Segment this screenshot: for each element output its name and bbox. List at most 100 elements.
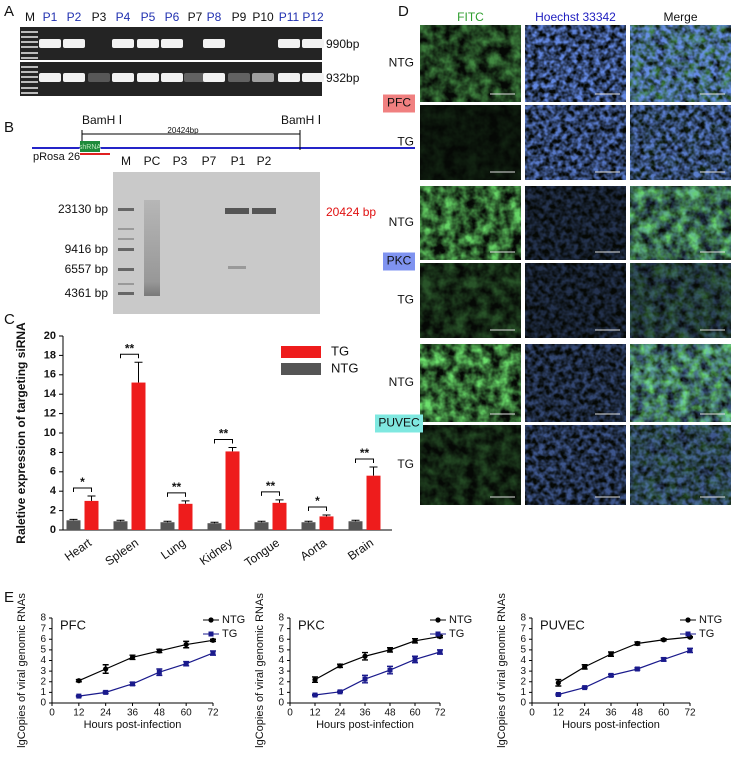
legend-swatch — [281, 346, 321, 358]
row-label: TG — [397, 293, 414, 307]
y-tick-label: 0 — [40, 698, 46, 709]
bar — [131, 382, 146, 530]
y-tick-label: 5 — [278, 645, 284, 656]
marker — [555, 680, 561, 686]
marker — [210, 650, 216, 656]
chart-title: PUVEC — [540, 617, 585, 632]
x-axis-label: Hours post-infection — [84, 719, 182, 731]
band — [39, 39, 61, 48]
hoechst-signal — [525, 25, 626, 102]
marker — [387, 647, 393, 653]
x-tick-label: 48 — [154, 708, 166, 719]
lane-label: P3 — [92, 10, 107, 24]
row-label: NTG — [389, 56, 414, 70]
insert-label: shRNA — [79, 144, 102, 151]
y-tick-label: 2 — [278, 676, 284, 687]
y-tick-label: 1 — [278, 687, 284, 698]
y-axis-label: lgCopies of viral genomic RNAs — [254, 593, 266, 748]
band — [225, 208, 249, 214]
band — [184, 73, 206, 82]
smear — [144, 200, 160, 296]
y-axis-label: lgCopies of viral genomic RNAs — [496, 593, 508, 748]
marker — [412, 638, 418, 644]
hoechst-signal — [525, 186, 626, 260]
lane-label: P2 — [257, 154, 272, 168]
x-tick-label: Brain — [345, 536, 376, 564]
error-bar — [69, 518, 78, 521]
lane-label: P8 — [207, 10, 222, 24]
y-tick-label: 7 — [520, 623, 526, 634]
marker — [156, 648, 162, 654]
x-axis-label: Hours post-infection — [562, 719, 660, 731]
x-tick-label: 12 — [553, 708, 565, 719]
y-tick-label: 14 — [44, 388, 57, 400]
significance-bracket — [355, 458, 374, 463]
y-tick-label: 8 — [520, 613, 526, 624]
x-tick-label: 12 — [309, 708, 321, 719]
lane-label: P1 — [43, 10, 58, 24]
error-bar — [257, 520, 266, 523]
group-box — [383, 252, 415, 271]
bar — [366, 475, 381, 530]
ladder-band — [21, 71, 38, 73]
marker — [183, 661, 189, 667]
marker — [685, 617, 691, 623]
lane-label: P1 — [231, 154, 246, 168]
error-bar — [87, 495, 96, 501]
y-tick-label: 3 — [40, 666, 46, 677]
marker-label: 23130 bp — [58, 202, 108, 216]
hoechst-signal — [630, 344, 731, 422]
site-label: BamH Ⅰ — [82, 113, 122, 127]
y-tick-label: 12 — [44, 408, 56, 420]
marker — [608, 672, 614, 678]
row-label: TG — [397, 135, 414, 149]
bar — [160, 522, 175, 530]
significance-label: ** — [266, 479, 276, 493]
legend-label: TG — [222, 628, 237, 640]
row-label: TG — [397, 457, 414, 471]
legend-label: NTG — [222, 614, 245, 626]
hoechst-signal — [630, 25, 731, 102]
y-tick-label: 0 — [278, 698, 284, 709]
band — [137, 39, 159, 48]
lane-label: P4 — [116, 10, 131, 24]
hoechst-signal — [630, 263, 731, 338]
series-line — [78, 652, 214, 697]
y-tick-label: 4 — [278, 655, 284, 666]
hoechst-signal — [630, 105, 731, 180]
x-tick-label: Tongue — [242, 535, 283, 569]
y-tick-label: 6 — [50, 466, 56, 478]
marker — [685, 631, 691, 637]
ladder-band — [21, 52, 38, 54]
significance-label: ** — [172, 480, 182, 494]
bar — [301, 522, 316, 530]
significance-bracket — [308, 506, 327, 511]
marker — [337, 689, 343, 695]
band — [88, 73, 110, 82]
error-bar — [228, 447, 237, 452]
marker — [208, 617, 214, 623]
marker — [634, 666, 640, 672]
bar — [113, 521, 128, 530]
site-label: BamH Ⅰ — [281, 113, 321, 127]
y-tick-label: 7 — [40, 623, 46, 634]
x-tick-label: 72 — [434, 708, 446, 719]
significance-label: * — [80, 475, 85, 489]
marker — [661, 656, 667, 662]
lane-label: M — [121, 154, 131, 168]
significance-bracket — [167, 492, 186, 497]
ladder-band — [21, 81, 38, 83]
fitc-signal — [420, 105, 521, 180]
panel-letter: C — [4, 311, 15, 328]
y-tick-label: 3 — [520, 666, 526, 677]
band — [39, 73, 61, 82]
hoechst-signal — [525, 425, 626, 505]
ladder-band — [118, 268, 134, 271]
legend-label: NTG — [699, 614, 722, 626]
x-tick-label: Heart — [62, 535, 95, 564]
error-bar — [134, 361, 143, 383]
marker — [582, 685, 588, 691]
column-header: Hoechst 33342 — [535, 10, 616, 24]
bar — [348, 521, 363, 530]
panel-letter: D — [398, 3, 409, 20]
